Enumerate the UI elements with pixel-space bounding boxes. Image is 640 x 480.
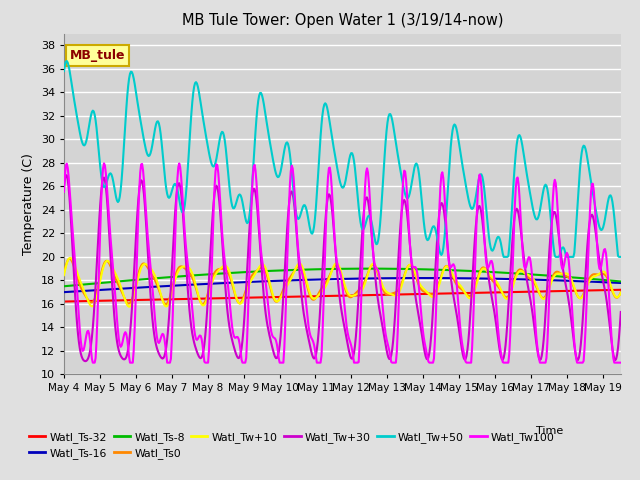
Watl_Tw+10 bbox=[314, 293, 322, 299]
Watl_Tw+30 bbox=[161, 353, 168, 359]
Watl_Ts-32 bbox=[60, 299, 68, 304]
Watl_Ts-32 bbox=[312, 293, 320, 299]
Watl_Tw+10 bbox=[617, 290, 625, 296]
Watl_Ts-8 bbox=[617, 278, 625, 284]
Line: Watl_Tw+10: Watl_Tw+10 bbox=[64, 258, 621, 307]
Watl_Tw+10 bbox=[60, 272, 68, 278]
Watl_Ts-32 bbox=[617, 287, 625, 293]
Line: Watl_Ts0: Watl_Ts0 bbox=[64, 259, 621, 304]
Watl_Tw+50 bbox=[60, 68, 68, 74]
Watl_Tw+30 bbox=[205, 276, 213, 282]
Watl_Tw100 bbox=[434, 256, 442, 262]
Watl_Tw+30 bbox=[60, 183, 68, 189]
Watl_Tw+50 bbox=[313, 192, 321, 197]
Watl_Ts-8 bbox=[312, 266, 320, 272]
Legend: Watl_Ts-32, Watl_Ts-16, Watl_Ts-8, Watl_Ts0, Watl_Tw+10, Watl_Tw+30, Watl_Tw+50,: Watl_Ts-32, Watl_Ts-16, Watl_Ts-8, Watl_… bbox=[25, 428, 559, 463]
Text: Time: Time bbox=[536, 426, 563, 436]
Watl_Tw100 bbox=[314, 360, 322, 366]
Watl_Ts-32 bbox=[388, 292, 396, 298]
Watl_Tw+30 bbox=[62, 172, 70, 178]
Watl_Ts0 bbox=[60, 270, 68, 276]
Watl_Tw100 bbox=[161, 336, 168, 342]
Watl_Ts-8 bbox=[159, 275, 166, 281]
Watl_Tw+10 bbox=[125, 304, 133, 310]
Line: Watl_Ts-8: Watl_Ts-8 bbox=[64, 269, 621, 286]
Title: MB Tule Tower: Open Water 1 (3/19/14-now): MB Tule Tower: Open Water 1 (3/19/14-now… bbox=[182, 13, 503, 28]
Watl_Ts-32 bbox=[204, 296, 211, 301]
Watl_Tw100 bbox=[60, 189, 68, 194]
Line: Watl_Tw100: Watl_Tw100 bbox=[64, 163, 621, 363]
Watl_Ts0 bbox=[163, 301, 170, 307]
Watl_Ts0 bbox=[481, 265, 489, 271]
Line: Watl_Tw+50: Watl_Tw+50 bbox=[64, 61, 621, 257]
Watl_Ts-16 bbox=[480, 276, 488, 281]
Watl_Tw+30 bbox=[314, 338, 322, 344]
Watl_Ts-16 bbox=[617, 280, 625, 286]
Watl_Ts0 bbox=[159, 299, 167, 305]
Watl_Tw100 bbox=[100, 160, 108, 166]
Watl_Ts-16 bbox=[419, 275, 427, 281]
Line: Watl_Ts-32: Watl_Ts-32 bbox=[64, 290, 621, 301]
Watl_Tw+50 bbox=[204, 145, 212, 151]
Watl_Tw+30 bbox=[81, 358, 89, 364]
Watl_Tw100 bbox=[205, 347, 213, 353]
Watl_Tw+50 bbox=[480, 186, 488, 192]
Watl_Tw+50 bbox=[433, 232, 440, 238]
Watl_Ts0 bbox=[434, 284, 442, 290]
Watl_Ts-8 bbox=[433, 267, 440, 273]
Watl_Ts-16 bbox=[388, 276, 396, 281]
Watl_Ts0 bbox=[390, 290, 398, 296]
Watl_Ts0 bbox=[617, 289, 625, 295]
Watl_Tw100 bbox=[390, 360, 398, 366]
Watl_Ts-32 bbox=[432, 291, 440, 297]
Watl_Ts-8 bbox=[480, 269, 488, 275]
Watl_Tw+50 bbox=[389, 122, 397, 128]
Text: MB_tule: MB_tule bbox=[70, 49, 125, 62]
Watl_Ts-16 bbox=[159, 283, 166, 289]
Watl_Ts0 bbox=[314, 292, 322, 298]
Watl_Ts-32 bbox=[479, 290, 487, 296]
Watl_Tw100 bbox=[481, 247, 489, 252]
Watl_Ts-8 bbox=[60, 283, 68, 289]
Watl_Ts-16 bbox=[204, 281, 211, 287]
Watl_Ts0 bbox=[66, 256, 74, 262]
Line: Watl_Ts-16: Watl_Ts-16 bbox=[64, 278, 621, 292]
Watl_Tw+10 bbox=[67, 255, 74, 261]
Watl_Ts-16 bbox=[60, 289, 68, 295]
Watl_Tw+50 bbox=[63, 58, 70, 64]
Watl_Tw100 bbox=[89, 360, 97, 366]
Line: Watl_Tw+30: Watl_Tw+30 bbox=[64, 175, 621, 361]
Watl_Tw+10 bbox=[434, 287, 442, 293]
Watl_Ts-8 bbox=[389, 266, 397, 272]
Watl_Ts-16 bbox=[433, 275, 440, 281]
Watl_Tw+30 bbox=[481, 243, 489, 249]
Watl_Tw+50 bbox=[159, 159, 167, 165]
Watl_Tw+50 bbox=[617, 254, 625, 260]
Watl_Tw+30 bbox=[434, 229, 442, 235]
Watl_Ts-16 bbox=[312, 276, 320, 282]
Watl_Tw100 bbox=[617, 360, 625, 366]
Watl_Tw+30 bbox=[617, 309, 625, 315]
Watl_Ts-8 bbox=[204, 272, 211, 277]
Watl_Tw+10 bbox=[205, 290, 213, 296]
Watl_Tw+30 bbox=[390, 328, 398, 334]
Y-axis label: Temperature (C): Temperature (C) bbox=[22, 153, 35, 255]
Watl_Tw+10 bbox=[390, 292, 398, 298]
Watl_Tw+10 bbox=[481, 266, 489, 272]
Watl_Ts0 bbox=[205, 287, 213, 292]
Watl_Tw+10 bbox=[161, 302, 168, 308]
Watl_Ts-32 bbox=[159, 297, 166, 302]
Watl_Tw+50 bbox=[500, 254, 508, 260]
Watl_Ts-8 bbox=[365, 266, 372, 272]
